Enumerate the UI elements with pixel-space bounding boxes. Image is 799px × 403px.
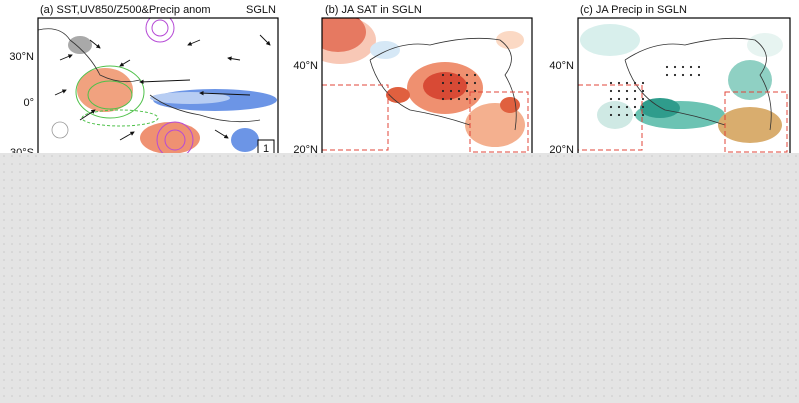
blank-area (0, 153, 799, 403)
panel-c-map (578, 24, 788, 153)
lat-label: 40°N (549, 60, 574, 72)
lat-label: 20°N (293, 144, 318, 156)
panel-b-map (322, 18, 529, 153)
panel-title: (c) JA Precip in SGLN (580, 4, 687, 16)
lat-label: 0° (23, 97, 34, 109)
lat-label: 20°N (549, 144, 574, 156)
panel-title: (a) SST,UV850/Z500&Precip anom (40, 4, 211, 16)
lat-label: 30°N (9, 51, 34, 63)
panel-a-map (38, 18, 277, 158)
ref-vector-label: 1 (263, 143, 269, 155)
panel-title: (b) JA SAT in SGLN (325, 4, 422, 16)
lat-label: 40°N (293, 60, 318, 72)
panel-tag: SGLN (246, 4, 276, 16)
